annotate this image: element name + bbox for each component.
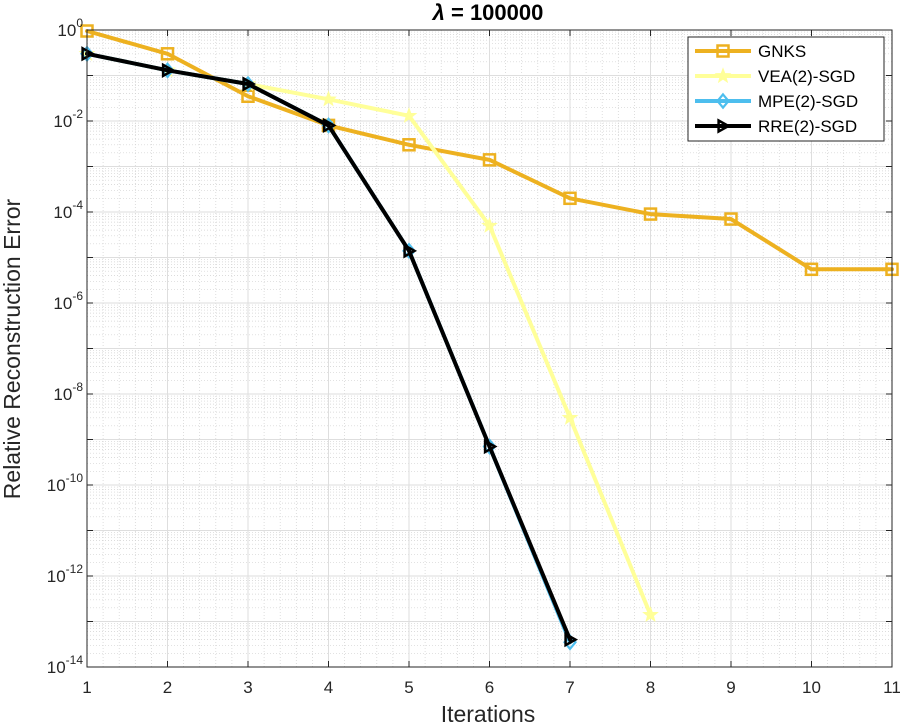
title-symbol: λ (432, 0, 445, 25)
data-point-square (402, 138, 416, 152)
y-tick-label: 10-4 (53, 198, 83, 222)
y-tick-label: 10-2 (53, 107, 83, 131)
y-tick-exponent: -12 (66, 562, 84, 576)
legend-label: RRE(2)-SGD (758, 117, 857, 136)
data-point-star (714, 67, 732, 84)
x-tick-label: 11 (883, 678, 901, 697)
data-point-star (320, 90, 337, 107)
y-tick-label: 10-12 (47, 562, 84, 586)
data-point-square (643, 207, 658, 221)
legend-label: MPE(2)-SGD (758, 92, 858, 111)
data-point-triangle (717, 118, 732, 134)
data-point-triangle (242, 76, 257, 92)
x-tick-label: 8 (646, 678, 655, 697)
x-tick-label: 7 (565, 678, 574, 697)
series-layer (78, 24, 899, 651)
data-point-square (724, 212, 738, 226)
legend-entry: VEA(2)-SGD (695, 67, 855, 86)
data-point-star (561, 409, 579, 425)
chart-title: λ = 100000 (432, 0, 544, 25)
legend: GNKS VEA(2)-SGD MPE(2)-SGD RRE(2)-SGD (687, 36, 885, 142)
y-tick-base: 10 (53, 203, 72, 222)
y-tick-base: 10 (47, 567, 66, 586)
legend-label: GNKS (758, 42, 806, 61)
x-tick-labels: 1 2 3 4 5 6 7 8 9 10 11 (82, 678, 901, 697)
x-tick-label: 6 (485, 678, 494, 697)
x-tick-label: 4 (324, 678, 333, 697)
data-point-triangle (322, 117, 337, 134)
y-tick-exponent: 0 (76, 16, 83, 30)
y-tick-exponent: -10 (66, 471, 84, 485)
y-tick-label: 10-6 (53, 289, 83, 313)
y-tick-exponent: -14 (66, 653, 84, 667)
legend-entry: MPE(2)-SGD (695, 92, 858, 111)
data-point-square (716, 44, 730, 58)
data-point-triangle (161, 62, 176, 78)
data-point-triangle (483, 438, 498, 455)
x-tick-label: 10 (802, 678, 821, 697)
x-tick-label: 3 (243, 678, 252, 697)
data-point-triangle (403, 243, 418, 259)
x-tick-label: 9 (726, 678, 735, 697)
data-point-star (400, 107, 418, 123)
legend-box (687, 36, 885, 142)
data-point-square (563, 191, 577, 206)
data-point-triangle (564, 631, 579, 648)
y-tick-label: 100 (57, 16, 83, 40)
y-tick-base: 10 (53, 112, 72, 131)
x-axis-label: Iterations (441, 701, 536, 725)
data-point-triangle (81, 46, 96, 62)
x-tick-label: 5 (404, 678, 413, 697)
y-tick-exponent: -6 (72, 289, 83, 303)
y-tick-label: 10-14 (47, 653, 84, 677)
y-tick-exponent: -2 (72, 107, 83, 121)
data-point-square (804, 262, 819, 277)
series-rre-2-sgd (81, 46, 579, 648)
tick-marks (86, 29, 893, 668)
y-tick-base: 10 (53, 294, 72, 313)
title-text: = 100000 (445, 0, 543, 25)
y-tick-label: 10-8 (53, 380, 83, 404)
y-tick-label: 10-10 (47, 471, 84, 495)
x-tick-label: 2 (163, 678, 172, 697)
y-tick-base: 10 (57, 21, 76, 40)
legend-entry: RRE(2)-SGD (695, 117, 857, 136)
data-point-diamond (716, 92, 730, 110)
y-tick-exponent: -4 (72, 198, 83, 212)
data-point-square (482, 153, 497, 167)
y-tick-base: 10 (47, 476, 66, 495)
legend-entry: GNKS (695, 42, 806, 61)
y-tick-base: 10 (47, 658, 66, 677)
series-line (85, 29, 894, 272)
x-tick-label: 1 (82, 678, 91, 697)
y-tick-exponent: -8 (72, 380, 83, 394)
y-tick-base: 10 (53, 385, 72, 404)
data-point-star (481, 216, 498, 233)
data-point-star (642, 606, 659, 622)
data-point-square (160, 47, 175, 61)
y-axis-label: Relative Reconstruction Error (0, 198, 25, 499)
series-line (85, 51, 572, 642)
legend-label: VEA(2)-SGD (758, 67, 855, 86)
